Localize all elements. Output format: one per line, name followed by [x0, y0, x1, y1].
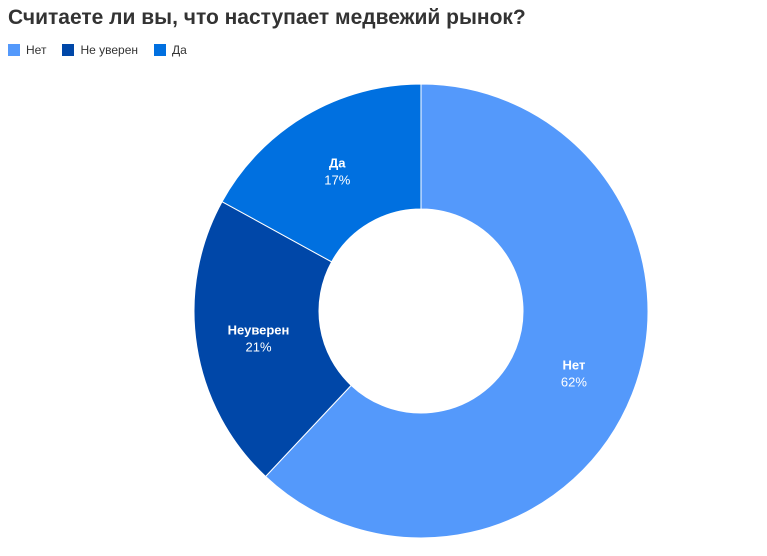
legend-label-da: Да: [172, 43, 187, 57]
legend-item-ne-uveren[interactable]: Не уверен: [62, 43, 138, 57]
slice-label-1: Неуверен: [228, 323, 290, 338]
legend-swatch-da: [154, 44, 166, 56]
slice-1[interactable]: [193, 200, 352, 478]
chart-title: Считаете ли вы, что наступает медвежий р…: [8, 6, 526, 29]
slice-label-2: Да: [329, 155, 346, 170]
slice-0[interactable]: [264, 83, 649, 539]
legend-swatch-net: [8, 44, 20, 56]
legend-label-net: Нет: [26, 43, 47, 57]
chart-legend: Нет Не уверен Да: [8, 43, 203, 57]
slice-value-2: 17%: [324, 172, 350, 187]
legend-swatch-ne-uveren: [62, 44, 75, 56]
slice-2[interactable]: [221, 83, 422, 263]
legend-label-ne-uveren: Не уверен: [80, 43, 138, 57]
slice-value-1: 21%: [246, 340, 272, 355]
slice-value-0: 62%: [561, 375, 587, 390]
legend-item-da[interactable]: Да: [154, 43, 187, 57]
slice-label-0: Нет: [563, 358, 586, 373]
legend-item-net[interactable]: Нет: [8, 43, 46, 57]
